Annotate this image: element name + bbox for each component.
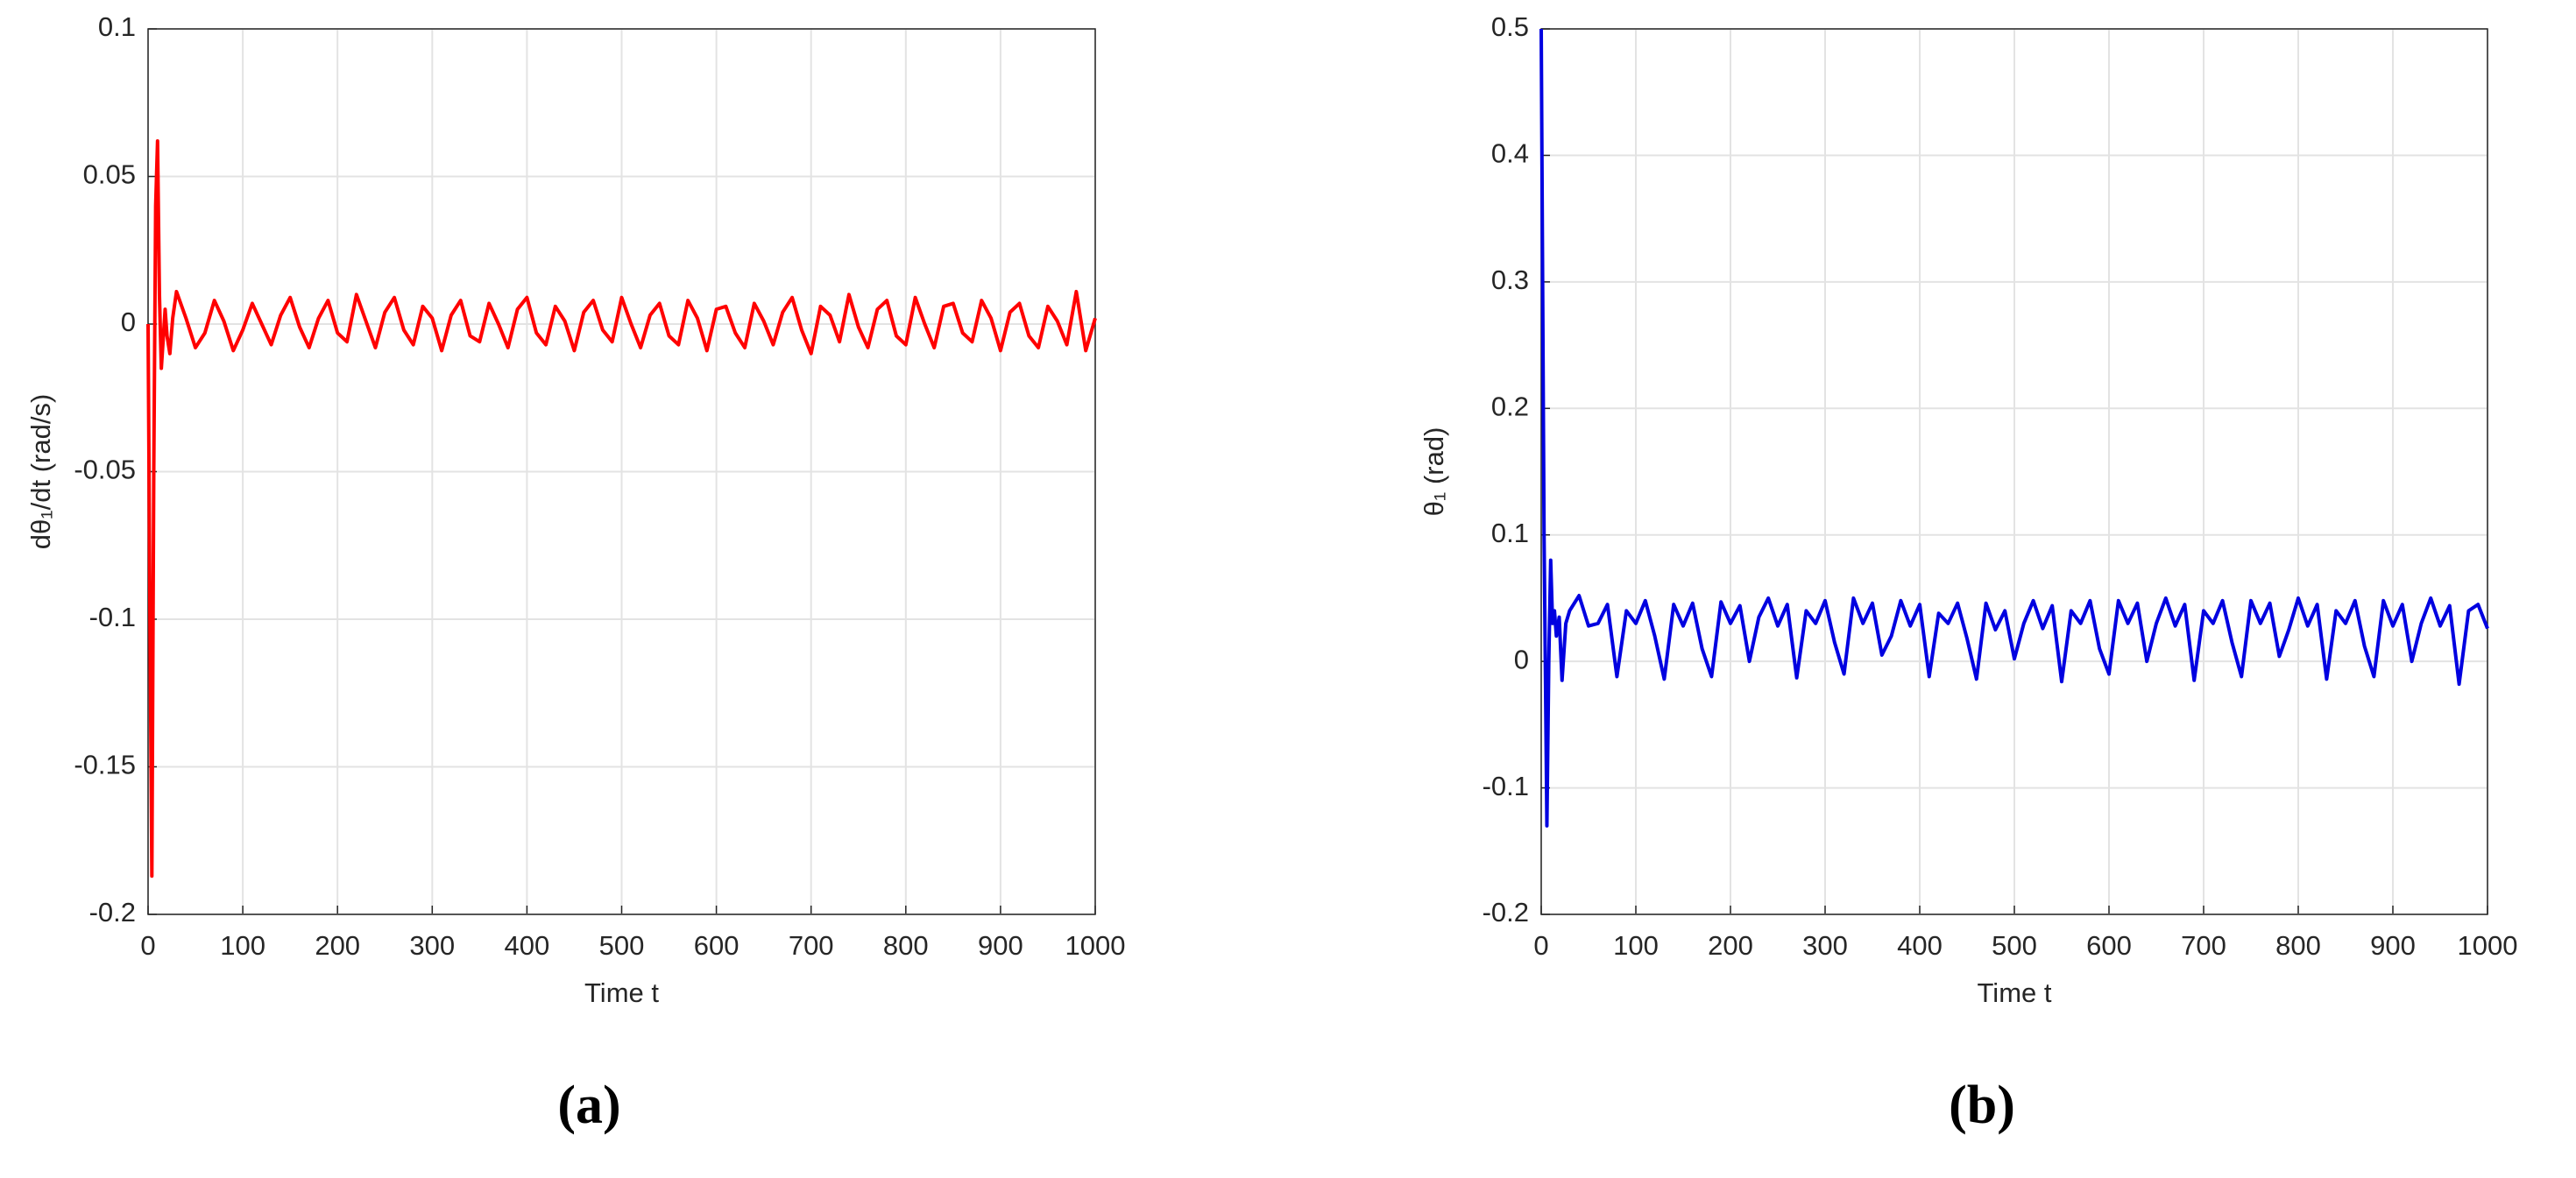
x-tick-label: 600	[2086, 930, 2132, 961]
x-tick-label: 900	[978, 930, 1023, 961]
x-tick-label: 1000	[2458, 930, 2518, 961]
x-axis-label: Time t	[1978, 977, 2052, 1008]
x-tick-label: 400	[505, 930, 550, 961]
y-tick-label: 0.5	[1491, 11, 1529, 42]
x-tick-label: 200	[315, 930, 360, 961]
y-tick-label: 0.1	[1491, 518, 1529, 548]
data-line	[1539, 28, 2489, 828]
y-tick-label: -0.15	[74, 750, 136, 780]
x-tick-label: 700	[2181, 930, 2226, 961]
y-tick-label: 0.2	[1491, 391, 1529, 421]
x-tick-label: 100	[220, 930, 265, 961]
x-tick-label: 500	[599, 930, 645, 961]
x-tick-label: 500	[1992, 930, 2037, 961]
y-tick-label: 0.3	[1491, 265, 1529, 295]
y-tick-label: -0.2	[89, 897, 136, 928]
panel-label: (b)	[1949, 1076, 2015, 1135]
y-tick-label: 0.05	[83, 159, 136, 190]
data-line	[146, 139, 1097, 878]
x-tick-label: 700	[789, 930, 834, 961]
x-tick-label: 300	[1802, 930, 1848, 961]
y-tick-label: -0.1	[89, 602, 136, 632]
y-axis-label: dθ₁/dt (rad/s)	[25, 394, 56, 550]
x-tick-label: 600	[694, 930, 740, 961]
x-tick-label: 0	[1533, 930, 1548, 961]
x-tick-label: 900	[2370, 930, 2416, 961]
y-tick-label: 0	[121, 307, 136, 337]
y-axis-label: θ₁ (rad)	[1419, 427, 1449, 517]
x-tick-label: 1000	[1065, 930, 1126, 961]
panel-label: (a)	[557, 1076, 620, 1135]
x-tick-label: 300	[409, 930, 455, 961]
x-axis-label: Time t	[584, 977, 659, 1008]
y-tick-label: -0.1	[1483, 771, 1529, 801]
x-tick-label: 0	[140, 930, 155, 961]
y-tick-label: 0.4	[1491, 138, 1529, 169]
x-tick-label: 400	[1897, 930, 1943, 961]
x-tick-label: 800	[2275, 930, 2321, 961]
axes-box	[1540, 28, 2488, 915]
x-tick-label: 100	[1613, 930, 1659, 961]
y-tick-label: -0.2	[1483, 897, 1529, 928]
y-tick-label: 0.1	[98, 11, 136, 42]
y-tick-label: 0	[1514, 644, 1529, 674]
x-tick-label: 800	[883, 930, 929, 961]
y-tick-label: -0.05	[74, 455, 136, 485]
x-tick-label: 200	[1708, 930, 1753, 961]
